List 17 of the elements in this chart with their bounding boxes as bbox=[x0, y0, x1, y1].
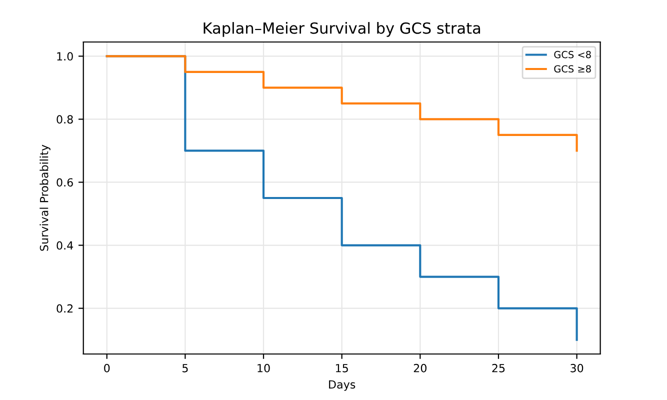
x-axis-title: Days bbox=[329, 380, 356, 391]
y-tick-label: 0.4 bbox=[56, 241, 74, 250]
x-tick-label: 0 bbox=[104, 364, 110, 372]
y-tick-label: 0.6 bbox=[56, 178, 73, 187]
chart-title: Kaplan–Meier Survival by GCS strata bbox=[204, 22, 480, 37]
y-axis-title: Survival Probability bbox=[40, 144, 50, 251]
legend-label: GCS <8 bbox=[554, 50, 591, 58]
x-tick-label: 15 bbox=[336, 364, 348, 372]
x-tick-label: 30 bbox=[570, 364, 584, 372]
y-tick-label: 0.8 bbox=[56, 115, 73, 124]
legend-label: GCS ≥8 bbox=[554, 65, 591, 73]
y-tick-label: 1.0 bbox=[57, 52, 73, 61]
x-tick-label: 5 bbox=[182, 364, 188, 372]
x-tick-label: 20 bbox=[414, 364, 426, 372]
x-tick-label: 25 bbox=[492, 364, 505, 372]
y-tick-label: 0.2 bbox=[56, 304, 73, 313]
x-tick-label: 10 bbox=[258, 364, 270, 372]
